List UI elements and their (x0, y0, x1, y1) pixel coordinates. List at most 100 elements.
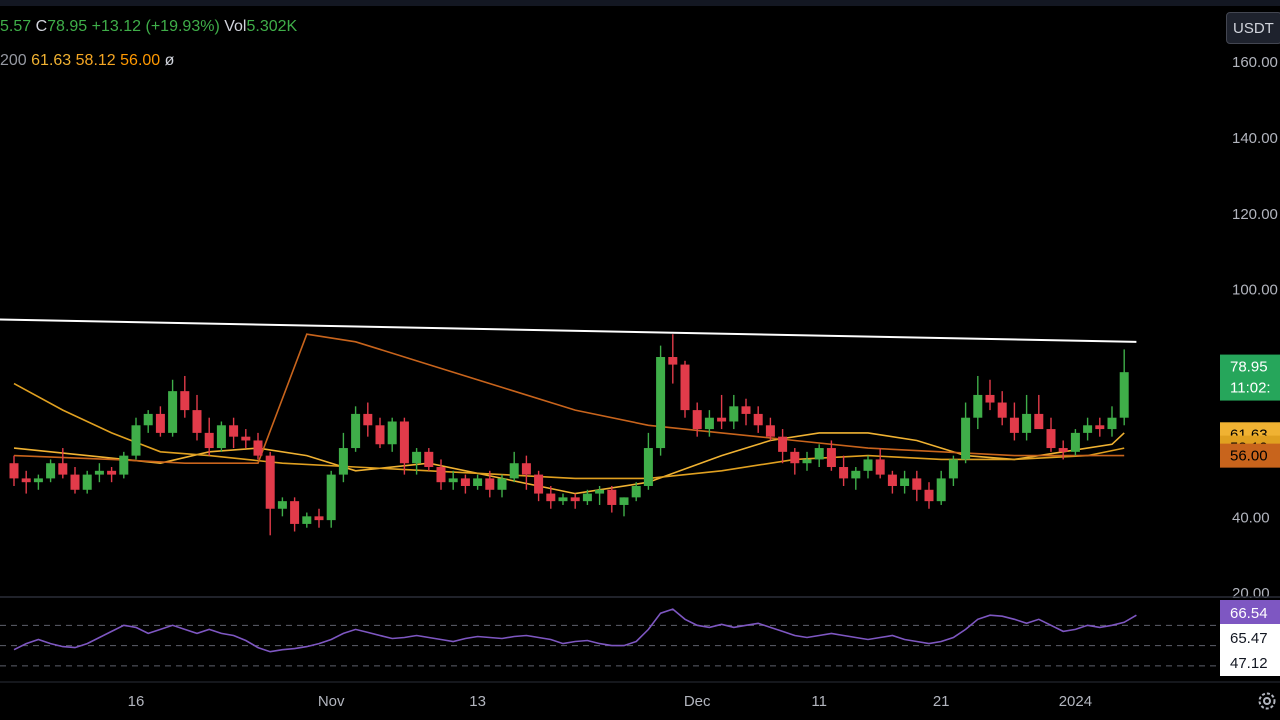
candle (412, 448, 422, 475)
candle (631, 482, 641, 502)
time-tick-label: 21 (933, 693, 950, 710)
candle-body (485, 478, 495, 490)
candle (1046, 417, 1056, 452)
candle-body (107, 470, 117, 475)
candle-body (375, 425, 385, 445)
candle (302, 512, 312, 528)
candle (119, 451, 129, 479)
time-tick-label: Dec (684, 693, 711, 710)
rsi-line (13, 608, 1137, 653)
candle-body (729, 406, 739, 422)
candle-body (216, 425, 226, 449)
candle (1083, 417, 1093, 441)
candle (436, 459, 446, 490)
candle-body (351, 413, 361, 449)
candle (1095, 417, 1105, 437)
price-tick-label: 160.00 (1232, 54, 1278, 71)
price-tick-label: 120.00 (1232, 206, 1278, 223)
price-axis[interactable]: 160.00 140.00 120.00 100.00 40.00 20.00 (1220, 8, 1280, 602)
candle-body (814, 448, 824, 460)
candle-body (1070, 432, 1080, 452)
candle-body (82, 474, 92, 490)
candle (168, 379, 178, 437)
candle (656, 345, 666, 456)
candle-body (180, 391, 190, 411)
candle (668, 334, 678, 384)
candle (900, 470, 910, 494)
legend-vol-label: Vol (224, 18, 247, 35)
candle (375, 417, 385, 449)
candle-body (1095, 425, 1105, 430)
candle-body (985, 394, 995, 403)
ma-legend: 200 61.63 58.12 56.00 ø (0, 52, 174, 70)
candle (765, 417, 775, 441)
trendline-layer[interactable] (0, 318, 1137, 343)
candle-body (924, 489, 934, 502)
candle-body (1119, 372, 1129, 418)
candle-body (326, 474, 336, 521)
candle (851, 467, 861, 490)
candle-body (290, 501, 300, 524)
candle (192, 394, 202, 441)
candle-body (692, 410, 702, 430)
candle-body (473, 478, 483, 486)
candle-body (656, 357, 666, 449)
candle (521, 455, 531, 490)
rsi-pane: 66.54 65.47 47.12 (0, 596, 1280, 676)
ma-legend-label: 200 (0, 52, 27, 69)
candle (534, 470, 544, 502)
candle (985, 379, 995, 411)
price-tag-box (1220, 443, 1280, 468)
candle (460, 474, 470, 494)
candle (1034, 394, 1044, 430)
candle (643, 432, 653, 490)
candle-body (46, 463, 56, 479)
time-tick-label: 13 (469, 693, 486, 710)
candle (229, 417, 239, 449)
candle (509, 451, 519, 483)
rsi-axis-label: 47.12 (1230, 655, 1268, 672)
price-tick-label: 100.00 (1232, 282, 1278, 299)
candle-body (302, 516, 312, 524)
ohlc-legend: 5.57 C78.95 +13.12 (+19.93%) Vol5.302K (0, 18, 297, 36)
candle (558, 493, 568, 505)
ma-legend-value-2: 58.12 (75, 52, 116, 69)
candle (948, 455, 958, 486)
legend-change: +13.12 (91, 18, 142, 35)
candle-body (753, 413, 763, 426)
candle-body (887, 474, 897, 486)
candle (924, 482, 934, 509)
candle-body (131, 425, 141, 456)
candle-body (253, 440, 263, 456)
candle-body (143, 413, 153, 426)
candle-body (839, 467, 849, 479)
candle (70, 467, 80, 494)
candle-body (265, 455, 275, 509)
settings-gear-icon[interactable] (1256, 690, 1278, 712)
candle (473, 474, 483, 490)
candle (814, 444, 824, 468)
candle (326, 470, 336, 528)
candle-body (70, 474, 80, 490)
legend-change-pct: (+19.93%) (145, 18, 220, 35)
candle-body (778, 436, 788, 452)
candle-body (1009, 417, 1019, 433)
candle-body (912, 478, 922, 490)
currency-button[interactable]: USDT (1226, 12, 1280, 44)
candle-body (448, 478, 458, 483)
top-toolbar-strip (0, 0, 1280, 6)
candle-body (229, 425, 239, 437)
candle-body (277, 501, 287, 509)
candle-body (424, 451, 434, 468)
ma-legend-null: ø (164, 52, 175, 69)
candle (58, 448, 68, 479)
candle-body (33, 478, 43, 483)
candle (753, 406, 763, 433)
candle (790, 448, 800, 475)
candle-body (204, 432, 214, 449)
candle (692, 402, 702, 437)
time-axis[interactable]: 16 Nov 13 Dec 11 21 2024 (0, 681, 1280, 710)
resistance-trendline[interactable] (0, 318, 1137, 343)
candle-body (558, 497, 568, 502)
